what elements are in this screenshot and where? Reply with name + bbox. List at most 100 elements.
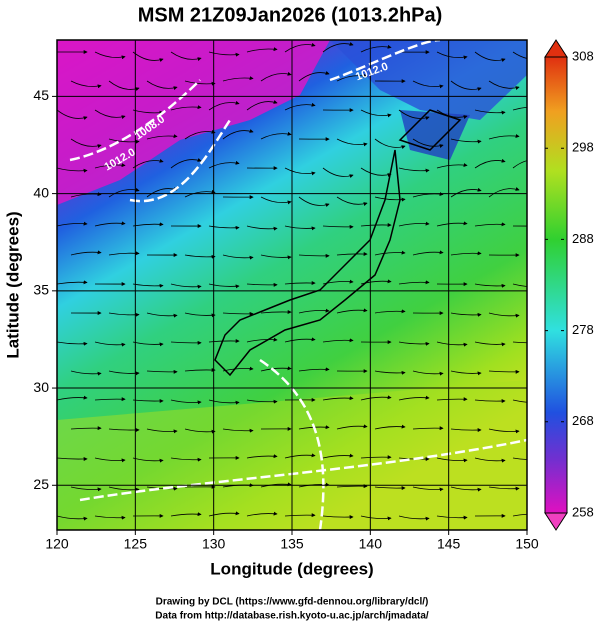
streamline bbox=[412, 138, 444, 148]
streamline bbox=[57, 515, 88, 521]
streamline bbox=[57, 109, 88, 121]
grid bbox=[57, 40, 527, 530]
streamline bbox=[450, 187, 482, 198]
streamline bbox=[512, 341, 527, 344]
streamline bbox=[436, 341, 468, 347]
streamline bbox=[246, 225, 278, 231]
streamline bbox=[108, 486, 140, 492]
x-tick-label: 120 bbox=[45, 536, 69, 552]
y-tick-label: 30 bbox=[33, 379, 49, 395]
isobar bbox=[69, 40, 527, 530]
streamline bbox=[436, 457, 468, 463]
streamline bbox=[360, 515, 392, 521]
streamline bbox=[336, 484, 368, 489]
streamline bbox=[512, 106, 527, 111]
x-tick-label: 125 bbox=[124, 536, 148, 552]
streamline bbox=[298, 367, 330, 372]
streamline bbox=[474, 283, 506, 288]
streamline bbox=[94, 457, 126, 463]
streamline bbox=[474, 51, 506, 63]
colorbar-tick-label: 268 bbox=[572, 413, 594, 428]
x-axis-label: Longitude (degrees) bbox=[210, 559, 373, 578]
streamline bbox=[208, 399, 240, 405]
streamline bbox=[170, 51, 202, 62]
streamline bbox=[436, 162, 468, 169]
streamline bbox=[336, 73, 368, 82]
streamline bbox=[474, 158, 506, 169]
streamline bbox=[284, 453, 316, 459]
streamline bbox=[450, 138, 482, 144]
streamline bbox=[398, 280, 430, 285]
colorbar-tick-label: 288 bbox=[572, 231, 594, 246]
streamline bbox=[246, 399, 278, 404]
y-tick-label: 35 bbox=[33, 282, 49, 298]
streamline bbox=[474, 222, 506, 227]
streamline bbox=[208, 511, 240, 517]
streamline bbox=[57, 167, 88, 173]
streamline bbox=[412, 370, 444, 376]
streamline bbox=[70, 138, 102, 149]
streamline bbox=[488, 428, 520, 434]
streamline bbox=[474, 457, 506, 463]
streamline bbox=[398, 395, 430, 401]
streamline bbox=[170, 399, 202, 405]
streamline bbox=[398, 341, 430, 346]
streamline bbox=[208, 225, 240, 230]
streamline bbox=[374, 196, 406, 202]
streamline bbox=[488, 80, 520, 90]
streamline bbox=[360, 167, 392, 177]
streamline bbox=[94, 515, 126, 520]
streamline bbox=[57, 280, 88, 285]
streamline bbox=[208, 100, 240, 111]
streamline bbox=[184, 254, 216, 259]
streamline bbox=[146, 486, 178, 491]
streamline bbox=[436, 221, 468, 227]
streamline bbox=[94, 221, 126, 227]
coastline bbox=[214, 109, 462, 377]
streamline bbox=[284, 42, 316, 53]
streamline bbox=[260, 71, 292, 82]
streamline bbox=[108, 251, 140, 256]
streamline bbox=[360, 455, 392, 460]
streamline bbox=[184, 312, 216, 318]
title: MSM 21Z09Jan2026 (1013.2hPa) bbox=[138, 4, 443, 26]
streamline bbox=[246, 511, 278, 517]
streamline bbox=[374, 424, 406, 430]
streamline bbox=[184, 189, 216, 198]
x-tick-label: 130 bbox=[202, 536, 226, 552]
footer-line: Drawing by DCL (https://www.gfd-dennou.o… bbox=[156, 597, 429, 608]
streamline bbox=[512, 160, 527, 169]
streamline bbox=[298, 196, 330, 208]
streamline bbox=[260, 131, 292, 140]
colorbar bbox=[544, 56, 568, 514]
streamline bbox=[208, 160, 240, 169]
streamline bbox=[450, 312, 482, 317]
streamline bbox=[322, 453, 354, 459]
streamline bbox=[298, 253, 330, 258]
streamline bbox=[398, 221, 430, 227]
streamline bbox=[184, 428, 216, 434]
streamline bbox=[246, 337, 278, 343]
streamline bbox=[208, 283, 240, 289]
streamline bbox=[436, 397, 468, 402]
streamline bbox=[108, 187, 140, 198]
streamline bbox=[436, 51, 468, 60]
streamline bbox=[436, 515, 468, 520]
streamline bbox=[488, 369, 520, 374]
streamline bbox=[488, 312, 520, 318]
streamline bbox=[184, 367, 216, 372]
streamline bbox=[374, 370, 406, 375]
colorbar-tick-label: 278 bbox=[572, 322, 594, 337]
streamline bbox=[70, 192, 102, 198]
streamline bbox=[57, 221, 88, 227]
streamline bbox=[94, 397, 126, 402]
streamline bbox=[260, 196, 292, 205]
streamlines bbox=[57, 42, 527, 521]
colorbar-tick-label: 308 bbox=[572, 48, 594, 63]
streamline bbox=[146, 80, 178, 91]
streamline bbox=[284, 167, 316, 176]
y-axis-label: Latitude (degrees) bbox=[3, 211, 22, 358]
streamline bbox=[170, 105, 202, 111]
streamline bbox=[170, 158, 202, 169]
streamline bbox=[108, 138, 140, 144]
